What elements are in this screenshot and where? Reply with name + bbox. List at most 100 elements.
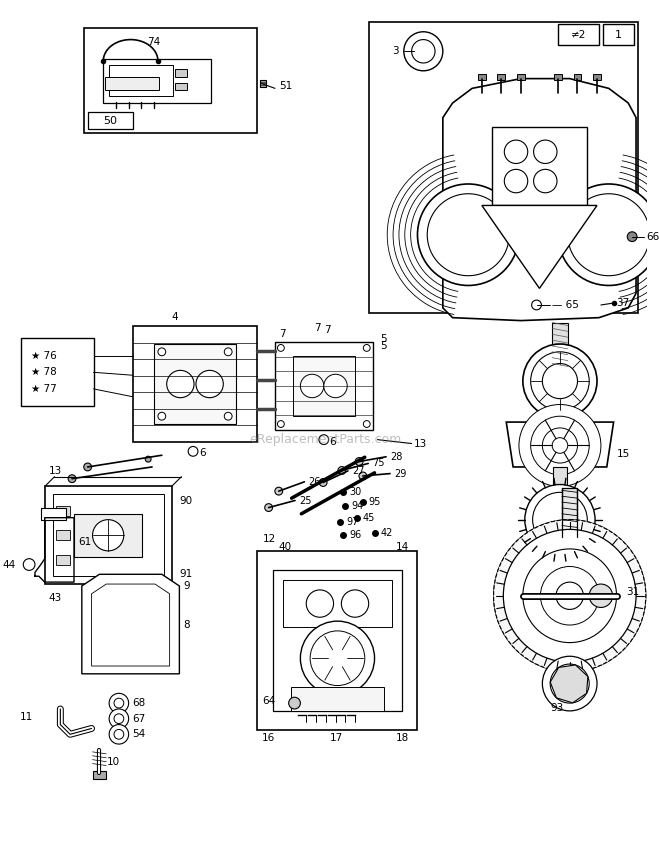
Text: 1: 1 bbox=[615, 30, 622, 40]
Bar bbox=[283, 581, 392, 627]
Bar bbox=[88, 112, 132, 129]
Bar bbox=[57, 530, 70, 540]
Circle shape bbox=[310, 631, 365, 686]
Text: 6: 6 bbox=[199, 448, 206, 458]
Circle shape bbox=[542, 428, 577, 463]
Bar bbox=[84, 28, 258, 133]
Polygon shape bbox=[443, 78, 636, 320]
Text: 95: 95 bbox=[368, 497, 381, 507]
Text: 75: 75 bbox=[372, 458, 385, 468]
Text: 13: 13 bbox=[414, 439, 427, 449]
Bar bbox=[103, 60, 211, 103]
Circle shape bbox=[301, 621, 374, 695]
Text: 97: 97 bbox=[346, 517, 358, 527]
Text: 74: 74 bbox=[147, 37, 160, 47]
Polygon shape bbox=[482, 206, 597, 288]
Circle shape bbox=[504, 169, 528, 193]
Circle shape bbox=[363, 421, 370, 428]
Bar bbox=[175, 69, 187, 76]
Circle shape bbox=[109, 694, 129, 713]
Text: 44: 44 bbox=[2, 559, 15, 570]
Circle shape bbox=[568, 194, 650, 275]
Circle shape bbox=[552, 438, 568, 453]
Circle shape bbox=[275, 487, 283, 495]
Circle shape bbox=[532, 492, 587, 547]
Text: 11: 11 bbox=[20, 711, 33, 722]
Bar bbox=[492, 128, 587, 206]
Text: 93: 93 bbox=[550, 703, 563, 713]
Text: 7: 7 bbox=[314, 323, 321, 333]
Text: 8: 8 bbox=[183, 620, 190, 630]
Bar bbox=[109, 65, 173, 96]
Text: 42: 42 bbox=[380, 529, 393, 538]
Circle shape bbox=[84, 463, 92, 471]
Circle shape bbox=[412, 40, 435, 63]
Circle shape bbox=[158, 348, 165, 355]
Text: 5: 5 bbox=[380, 341, 387, 351]
Bar bbox=[154, 344, 236, 424]
Circle shape bbox=[404, 31, 443, 71]
Circle shape bbox=[109, 724, 129, 744]
Circle shape bbox=[224, 412, 232, 420]
Polygon shape bbox=[92, 584, 169, 666]
Circle shape bbox=[306, 590, 333, 617]
Text: ★ 77: ★ 77 bbox=[31, 384, 57, 394]
Circle shape bbox=[532, 300, 542, 310]
Text: 31: 31 bbox=[626, 586, 639, 597]
Text: 29: 29 bbox=[394, 468, 407, 479]
Text: 64: 64 bbox=[262, 696, 275, 706]
Bar bbox=[45, 486, 171, 584]
Bar bbox=[258, 551, 417, 730]
Bar bbox=[273, 570, 402, 711]
Circle shape bbox=[265, 504, 273, 512]
Circle shape bbox=[359, 472, 367, 480]
Text: 7: 7 bbox=[279, 329, 285, 339]
Circle shape bbox=[301, 374, 324, 398]
Bar bbox=[57, 506, 70, 516]
Bar bbox=[275, 342, 372, 430]
Circle shape bbox=[523, 549, 617, 643]
Text: 3: 3 bbox=[392, 46, 399, 56]
Circle shape bbox=[167, 371, 194, 398]
Circle shape bbox=[542, 364, 577, 399]
Text: 25: 25 bbox=[299, 496, 312, 506]
Circle shape bbox=[324, 374, 347, 398]
Polygon shape bbox=[550, 665, 588, 703]
Text: 15: 15 bbox=[617, 450, 630, 459]
Text: 12: 12 bbox=[262, 534, 275, 544]
Circle shape bbox=[341, 590, 368, 617]
Circle shape bbox=[277, 344, 284, 351]
Bar bbox=[41, 508, 66, 519]
Circle shape bbox=[534, 140, 557, 163]
Text: 27: 27 bbox=[352, 466, 364, 476]
Circle shape bbox=[530, 416, 589, 475]
Bar bbox=[517, 74, 525, 80]
Circle shape bbox=[121, 620, 140, 640]
Bar bbox=[291, 688, 384, 711]
Text: 96: 96 bbox=[349, 530, 361, 541]
Circle shape bbox=[109, 609, 152, 651]
Circle shape bbox=[23, 558, 35, 570]
Circle shape bbox=[427, 194, 509, 275]
Circle shape bbox=[525, 484, 595, 555]
Text: 51: 51 bbox=[279, 82, 292, 92]
Circle shape bbox=[503, 530, 636, 662]
Circle shape bbox=[109, 709, 129, 728]
Polygon shape bbox=[506, 422, 614, 467]
Circle shape bbox=[523, 344, 597, 418]
Circle shape bbox=[319, 434, 329, 445]
Bar bbox=[562, 489, 577, 537]
Circle shape bbox=[627, 232, 637, 241]
Text: 17: 17 bbox=[330, 734, 343, 743]
Circle shape bbox=[534, 169, 557, 193]
Circle shape bbox=[92, 519, 124, 551]
Bar bbox=[603, 24, 634, 45]
Text: 14: 14 bbox=[396, 542, 409, 552]
Circle shape bbox=[338, 467, 346, 474]
Text: 4: 4 bbox=[171, 312, 178, 321]
Circle shape bbox=[417, 184, 519, 286]
Circle shape bbox=[530, 225, 549, 245]
Text: 66: 66 bbox=[646, 232, 659, 241]
Bar bbox=[368, 22, 638, 313]
Circle shape bbox=[494, 519, 646, 672]
